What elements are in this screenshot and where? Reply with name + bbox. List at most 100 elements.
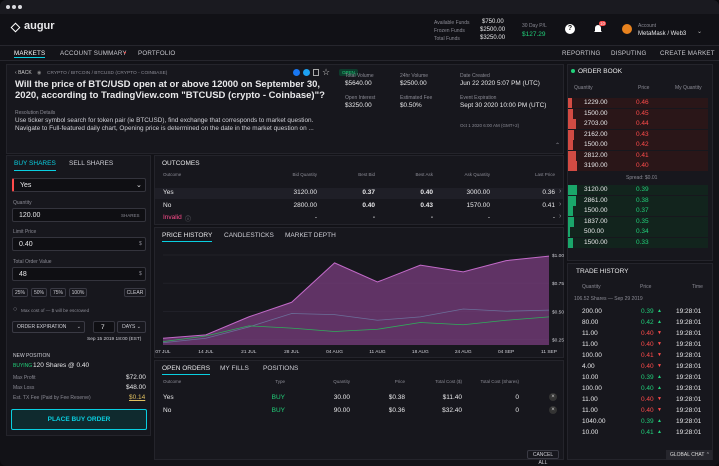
- tab-my-fills[interactable]: MY FILLS: [220, 365, 249, 372]
- pct-75-button[interactable]: 75%: [50, 288, 66, 297]
- nav-reporting[interactable]: REPORTING: [562, 50, 601, 57]
- nav-markets[interactable]: MARKETS: [14, 50, 46, 58]
- ask-row[interactable]: 2812.00 0.41: [576, 150, 708, 161]
- account-name[interactable]: MetaMask / Web3: [638, 31, 687, 37]
- bid-row[interactable]: 3120.00 0.39: [577, 185, 708, 195]
- available-funds: $750.00: [482, 19, 504, 25]
- bid-quantity: 500.00: [583, 228, 604, 235]
- help-icon[interactable]: ?: [565, 24, 575, 34]
- days-input[interactable]: 7: [93, 321, 115, 333]
- series-area: [163, 256, 549, 345]
- bid-row[interactable]: 1500.00 0.33: [572, 237, 708, 248]
- outcome-bid-qty: 3120.00: [293, 189, 318, 196]
- tab-market-depth[interactable]: MARKET DEPTH: [285, 232, 336, 239]
- tab-candlesticks[interactable]: CANDLESTICKS: [224, 232, 274, 239]
- ask-quantity: 1229.00: [584, 99, 608, 106]
- window-dot[interactable]: [12, 5, 16, 9]
- order-expiration-select[interactable]: ORDER EXPIRATION ⌄: [12, 321, 85, 333]
- stat-value: Sept 30 2020 10:00 PM (UTC): [460, 102, 547, 109]
- window-dot[interactable]: [18, 5, 22, 9]
- order-type: BUY: [271, 394, 285, 401]
- back-link[interactable]: ‹ BACK: [15, 70, 32, 76]
- bell-icon[interactable]: [593, 24, 603, 34]
- info-icon: ⓘ: [185, 217, 192, 223]
- globe-icon: ◉: [37, 70, 42, 76]
- cancel-order-icon[interactable]: ×: [549, 406, 557, 414]
- chevron-right-icon[interactable]: ›: [559, 213, 562, 220]
- outcome-row[interactable]: Yes 3120.00 0.37 0.40 3000.00 0.36 ›: [155, 188, 563, 199]
- nav-portfolio[interactable]: PORTFOLIO: [138, 50, 176, 57]
- ask-row[interactable]: 2703.00 0.44: [575, 119, 708, 129]
- order-shares: 0: [515, 407, 519, 414]
- stat-label: Date Created: [460, 73, 490, 79]
- ask-row[interactable]: 3190.00 0.40: [577, 161, 708, 171]
- breadcrumb[interactable]: CRYPTO / BITCOIN / BTCUSD (CRYPTO - COIN…: [47, 71, 168, 76]
- order-book: ORDER BOOK Quantity Price My Quantity 1229.…: [567, 64, 713, 261]
- tab-positions[interactable]: POSITIONS: [263, 365, 299, 372]
- chevron-right-icon[interactable]: ›: [559, 200, 562, 208]
- ask-row[interactable]: 1500.00 0.45: [572, 108, 708, 119]
- radio-icon[interactable]: ○: [13, 306, 18, 313]
- tab-price-history[interactable]: PRICE HISTORY: [162, 232, 213, 242]
- star-icon[interactable]: ☆: [322, 67, 331, 77]
- ask-depth-bar: [568, 98, 572, 108]
- bid-row[interactable]: 1500.00 0.37: [572, 206, 708, 216]
- nav-account-summary[interactable]: ACCOUNT SUMMARY: [60, 50, 127, 57]
- back-arrow-icon: ‹: [15, 70, 17, 76]
- tab-buy-shares[interactable]: BUY SHARES: [14, 160, 56, 171]
- outcome-last: 0.36: [542, 189, 555, 196]
- ask-depth-bar: [568, 150, 576, 161]
- limit-price-input[interactable]: 0.40 $: [12, 237, 146, 251]
- notification-badge: 10: [599, 21, 607, 26]
- tab-sell-shares[interactable]: SELL SHARES: [69, 160, 114, 167]
- quantity-input[interactable]: 120.00 SHARES: [12, 208, 146, 222]
- pct-50-button[interactable]: 50%: [31, 288, 47, 297]
- stat-value: $5640.00: [345, 80, 372, 87]
- nav-disputing[interactable]: DISPUTING: [611, 50, 647, 57]
- x-tick-label: 04 AUG: [326, 349, 343, 355]
- app-logo[interactable]: augur: [24, 20, 55, 32]
- series-line: [162, 316, 550, 343]
- total-order-input[interactable]: 48 $: [12, 267, 146, 281]
- ask-row[interactable]: 1500.00 0.42: [572, 140, 708, 150]
- tab-open-orders[interactable]: OPEN ORDERS: [162, 365, 211, 375]
- twitter-icon[interactable]: [303, 69, 310, 76]
- order-book-header: Price: [638, 85, 650, 91]
- days-unit-select[interactable]: DAYS ⌄: [117, 321, 146, 333]
- outcome-row[interactable]: No 2800.00 0.40 0.43 1570.00 0.41 ›: [155, 201, 563, 212]
- ask-row[interactable]: 2162.00 0.43: [574, 129, 708, 140]
- outcome-select[interactable]: Yes ⌄: [12, 178, 146, 192]
- outcome-ask: 0.40: [420, 189, 433, 196]
- trade-quantity: 4.00: [582, 363, 595, 370]
- chevron-down-icon: ⌄: [136, 324, 141, 330]
- total-order-label: Total Order Value: [13, 259, 52, 265]
- ask-depth-bar: [568, 161, 577, 171]
- live-dot-icon: [571, 69, 575, 73]
- pct-25-button[interactable]: 25%: [12, 288, 28, 297]
- ask-row[interactable]: 1229.00 0.46: [571, 98, 708, 108]
- bid-row[interactable]: 1837.00 0.35: [573, 216, 708, 227]
- outcomes-table: OUTCOMES Outcome Bid Quantity Best Bid Best…: [154, 155, 564, 225]
- clear-button[interactable]: CLEAR: [124, 288, 146, 297]
- facebook-icon[interactable]: [293, 69, 300, 76]
- place-buy-order-button[interactable]: PLACE BUY ORDER: [11, 409, 147, 430]
- global-chat-button[interactable]: GLOBAL CHAT ⌃: [666, 450, 712, 460]
- order-book-header: My Quantity: [675, 85, 702, 91]
- nav-create-market[interactable]: CREATE MARKET: [660, 50, 715, 57]
- chevron-down-icon[interactable]: ⌄: [697, 29, 703, 35]
- bid-row[interactable]: 500.00 0.34: [569, 227, 708, 237]
- outcome-row[interactable]: Invalid - - - - - ⓘ ›: [155, 213, 563, 224]
- trade-price: 0.40: [641, 407, 654, 414]
- trade-quantity: 100.00: [582, 385, 602, 392]
- expand-chevron-icon[interactable]: ⌃: [555, 143, 561, 149]
- series-line: [162, 255, 550, 339]
- chevron-right-icon[interactable]: ›: [559, 188, 562, 195]
- pct-100-button[interactable]: 100%: [69, 288, 87, 297]
- bid-row[interactable]: 2861.00 0.38: [576, 195, 708, 206]
- window-dot[interactable]: [6, 5, 10, 9]
- cancel-all-button[interactable]: CANCEL ALL: [527, 450, 559, 466]
- cancel-order-icon[interactable]: ×: [549, 393, 557, 401]
- price-history-chart[interactable]: $1.00 $0.75 $0.50 $0.25 07 JUL 14 JUL 21 JUL 28…: [155, 245, 565, 358]
- trade-price: 0.41: [641, 352, 654, 359]
- copy-icon[interactable]: [313, 69, 319, 76]
